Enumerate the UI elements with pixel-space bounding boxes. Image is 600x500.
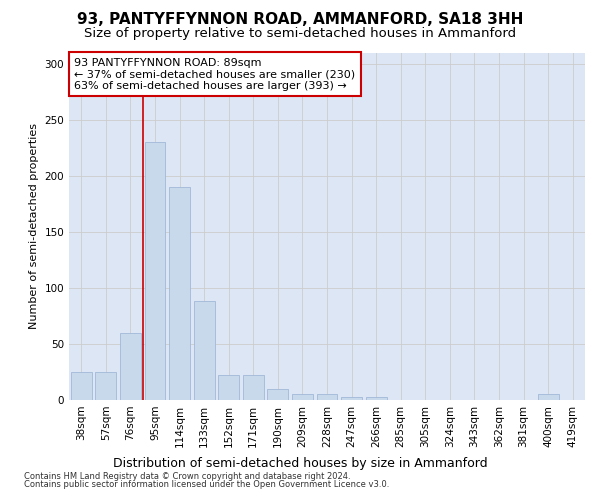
Text: Distribution of semi-detached houses by size in Ammanford: Distribution of semi-detached houses by … [113, 458, 487, 470]
Text: Contains HM Land Registry data © Crown copyright and database right 2024.: Contains HM Land Registry data © Crown c… [24, 472, 350, 481]
Bar [218, 376, 239, 400]
Text: Contains public sector information licensed under the Open Government Licence v3: Contains public sector information licen… [24, 480, 389, 489]
Text: 93 PANTYFFYNNON ROAD: 89sqm
← 37% of semi-detached houses are smaller (230)
63% : 93 PANTYFFYNNON ROAD: 89sqm ← 37% of sem… [74, 58, 355, 91]
Bar [194, 302, 215, 400]
Y-axis label: Number of semi-detached properties: Number of semi-detached properties [29, 123, 39, 329]
Bar [120, 332, 141, 400]
Bar [365, 396, 386, 400]
Bar [95, 372, 116, 400]
Bar [71, 372, 92, 400]
Text: 93, PANTYFFYNNON ROAD, AMMANFORD, SA18 3HH: 93, PANTYFFYNNON ROAD, AMMANFORD, SA18 3… [77, 12, 523, 28]
Text: Size of property relative to semi-detached houses in Ammanford: Size of property relative to semi-detach… [84, 28, 516, 40]
Bar [341, 396, 362, 400]
Bar [268, 389, 289, 400]
Bar [317, 394, 337, 400]
Bar [538, 394, 559, 400]
Bar [292, 394, 313, 400]
Bar [243, 376, 264, 400]
Bar [169, 187, 190, 400]
Bar [145, 142, 166, 400]
